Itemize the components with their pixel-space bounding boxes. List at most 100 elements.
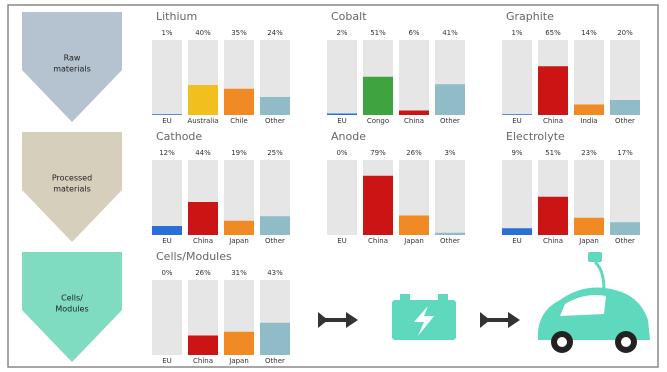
stage-label: materials [53, 65, 91, 74]
value-label: 6% [408, 29, 419, 37]
category-label: Chile [230, 117, 248, 125]
bar [260, 323, 290, 355]
value-label: 19% [231, 149, 247, 157]
bar [363, 77, 393, 115]
bar [574, 218, 604, 235]
category-label: China [543, 117, 563, 125]
bar [363, 176, 393, 235]
value-label: 1% [511, 29, 522, 37]
value-label: 1% [161, 29, 172, 37]
value-label: 12% [159, 149, 175, 157]
category-label: Australia [188, 117, 219, 125]
bar [435, 233, 465, 235]
chart-title: Graphite [506, 10, 554, 23]
category-label: EU [512, 237, 522, 245]
category-label: Other [615, 237, 635, 245]
bar [502, 228, 532, 235]
category-label: EU [337, 117, 347, 125]
chart-title: Anode [331, 130, 366, 143]
bar [188, 336, 218, 356]
value-label: 26% [406, 149, 422, 157]
bar [538, 66, 568, 115]
value-label: 44% [195, 149, 211, 157]
bar [399, 111, 429, 116]
bar [610, 222, 640, 235]
bar-background [502, 40, 532, 115]
value-label: 9% [511, 149, 522, 157]
bar [538, 197, 568, 235]
bar-background [502, 160, 532, 235]
value-label: 51% [370, 29, 386, 37]
bar-background [435, 160, 465, 235]
chart-title: Cells/Modules [156, 250, 232, 263]
value-label: 3% [444, 149, 455, 157]
category-label: China [193, 357, 213, 365]
category-label: Other [265, 357, 285, 365]
bar [435, 84, 465, 115]
bar [327, 114, 357, 116]
stage-label: Modules [55, 305, 88, 314]
category-label: Japan [228, 357, 249, 365]
value-label: 43% [267, 269, 283, 277]
bar [188, 85, 218, 115]
category-label: EU [337, 237, 347, 245]
category-label: Other [440, 237, 460, 245]
bar [188, 202, 218, 235]
stage-label: Cells/ [61, 294, 83, 303]
infographic: Raw materials Processed materials Cells/… [0, 0, 667, 372]
bar [224, 221, 254, 235]
bar-background [327, 160, 357, 235]
value-label: 0% [161, 269, 172, 277]
category-label: Japan [403, 237, 424, 245]
chart-title: Lithium [156, 10, 197, 23]
bar [610, 100, 640, 115]
category-label: Other [440, 117, 460, 125]
value-label: 35% [231, 29, 247, 37]
chart-title: Cobalt [331, 10, 367, 23]
value-label: 23% [581, 149, 597, 157]
category-label: Other [265, 237, 285, 245]
bar-background [574, 40, 604, 115]
category-label: EU [512, 117, 522, 125]
category-label: China [193, 237, 213, 245]
bar-background [152, 280, 182, 355]
value-label: 2% [336, 29, 347, 37]
category-label: Japan [578, 237, 599, 245]
value-label: 25% [267, 149, 283, 157]
bar [260, 216, 290, 235]
bar-background [152, 40, 182, 115]
value-label: 31% [231, 269, 247, 277]
stage-label: Raw [64, 54, 81, 63]
value-label: 26% [195, 269, 211, 277]
bar-background [399, 40, 429, 115]
category-label: Other [265, 117, 285, 125]
category-label: Japan [228, 237, 249, 245]
stage-label: materials [53, 185, 91, 194]
bar-background [327, 40, 357, 115]
bar [152, 226, 182, 235]
value-label: 20% [617, 29, 633, 37]
category-label: Other [615, 117, 635, 125]
chart-title: Electrolyte [506, 130, 565, 143]
value-label: 51% [545, 149, 561, 157]
stage-label: Processed [52, 174, 92, 183]
bar [399, 216, 429, 236]
value-label: 14% [581, 29, 597, 37]
bar [260, 97, 290, 115]
category-label: EU [162, 237, 172, 245]
bar [574, 105, 604, 116]
bar [224, 332, 254, 355]
value-label: 40% [195, 29, 211, 37]
chart-title: Cathode [156, 130, 202, 143]
value-label: 0% [336, 149, 347, 157]
category-label: China [404, 117, 424, 125]
battery-icon [392, 294, 456, 340]
bar [502, 114, 532, 115]
category-label: EU [162, 117, 172, 125]
value-label: 24% [267, 29, 283, 37]
bar [224, 89, 254, 115]
category-label: India [580, 117, 597, 125]
category-label: China [368, 237, 388, 245]
value-label: 79% [370, 149, 386, 157]
category-label: EU [162, 357, 172, 365]
